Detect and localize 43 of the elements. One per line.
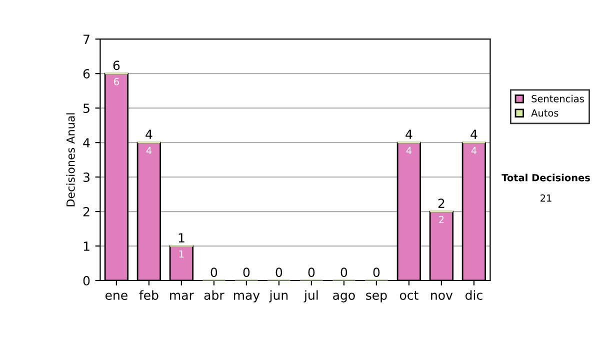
- y-tick-label: 7: [84, 34, 90, 44]
- data-label: 1: [179, 250, 184, 258]
- x-tick-label: nov: [431, 292, 453, 300]
- text: Total Decisiones: [502, 174, 590, 182]
- y-tick-label: 0: [83, 276, 90, 286]
- x-tick-label: abr: [204, 290, 224, 300]
- y-tick-label: 4: [83, 138, 90, 148]
- x-tick-label: ago: [333, 292, 355, 302]
- x-tick-label: feb: [139, 290, 158, 300]
- total-label: 2: [438, 198, 444, 208]
- x-tick-label: mar: [170, 292, 194, 300]
- y-tick-label: 2: [83, 207, 90, 216]
- data-label: 4: [146, 146, 152, 154]
- data-label: 4: [471, 146, 476, 154]
- y-tick-label: 5: [83, 104, 90, 113]
- legend-label: Sentencias: [532, 94, 584, 102]
- total-label: 0: [373, 268, 380, 278]
- x-tick-label: may: [234, 292, 260, 302]
- total-label: 4: [470, 130, 478, 139]
- y-tick-label: 6: [83, 69, 90, 79]
- x-tick-label: sep: [366, 292, 387, 302]
- total-label: 0: [308, 268, 315, 278]
- y-axis-title: Decisiones Anual: [66, 113, 75, 206]
- y-tick-label: 1: [84, 242, 90, 251]
- total-label: 0: [210, 268, 218, 278]
- total-label: 4: [146, 130, 152, 139]
- x-tick-label: ene: [105, 292, 128, 300]
- total-label: 1: [178, 233, 184, 242]
- total-label: 0: [340, 268, 348, 278]
- x-tick-label: oct: [400, 290, 418, 300]
- x-tick-label: jun: [269, 290, 288, 302]
- data-label: 4: [406, 146, 412, 154]
- y-tick-label: 3: [83, 172, 90, 182]
- data-label: 2: [439, 216, 444, 224]
- total-label: 0: [276, 268, 282, 278]
- total-label: 4: [406, 130, 412, 139]
- text: 21: [540, 194, 552, 202]
- total-label: 0: [243, 268, 250, 278]
- legend-label: Autos: [531, 109, 558, 117]
- x-tick-label: jul: [304, 290, 318, 302]
- total-label: 6: [113, 60, 120, 70]
- data-label: 6: [114, 78, 119, 86]
- x-tick-label: dic: [466, 290, 482, 300]
